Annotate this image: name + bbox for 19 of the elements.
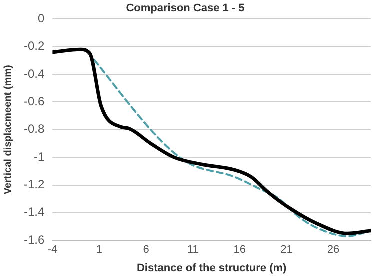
y-tick-label: -0.4	[24, 66, 45, 81]
y-tick-label: 0	[38, 12, 45, 26]
x-tick-label: 11	[187, 244, 199, 256]
y-tick-label: -1	[34, 150, 45, 164]
x-tick-label: 21	[280, 244, 293, 256]
y-tick-label: -0.8	[24, 122, 45, 136]
y-tick-label: -1.2	[24, 178, 45, 192]
x-tick-label: 26	[327, 244, 340, 256]
y-tick-label: -1.4	[24, 205, 45, 220]
y-axis-title: Vertical displacmeent (mm)	[2, 65, 14, 195]
x-tick-label: 1	[96, 244, 103, 256]
y-tick-label: -1.6	[24, 232, 45, 247]
x-tick-label: -4	[48, 244, 58, 256]
chart-title: Comparison Case 1 - 5	[126, 2, 245, 15]
y-tick-label: -0.2	[24, 39, 45, 54]
x-tick-label: 6	[143, 244, 150, 256]
x-tick-label: 16	[234, 244, 246, 256]
y-tick-label: -0.6	[24, 94, 45, 109]
x-axis-title: Distance of the structure (m)	[136, 262, 288, 274]
